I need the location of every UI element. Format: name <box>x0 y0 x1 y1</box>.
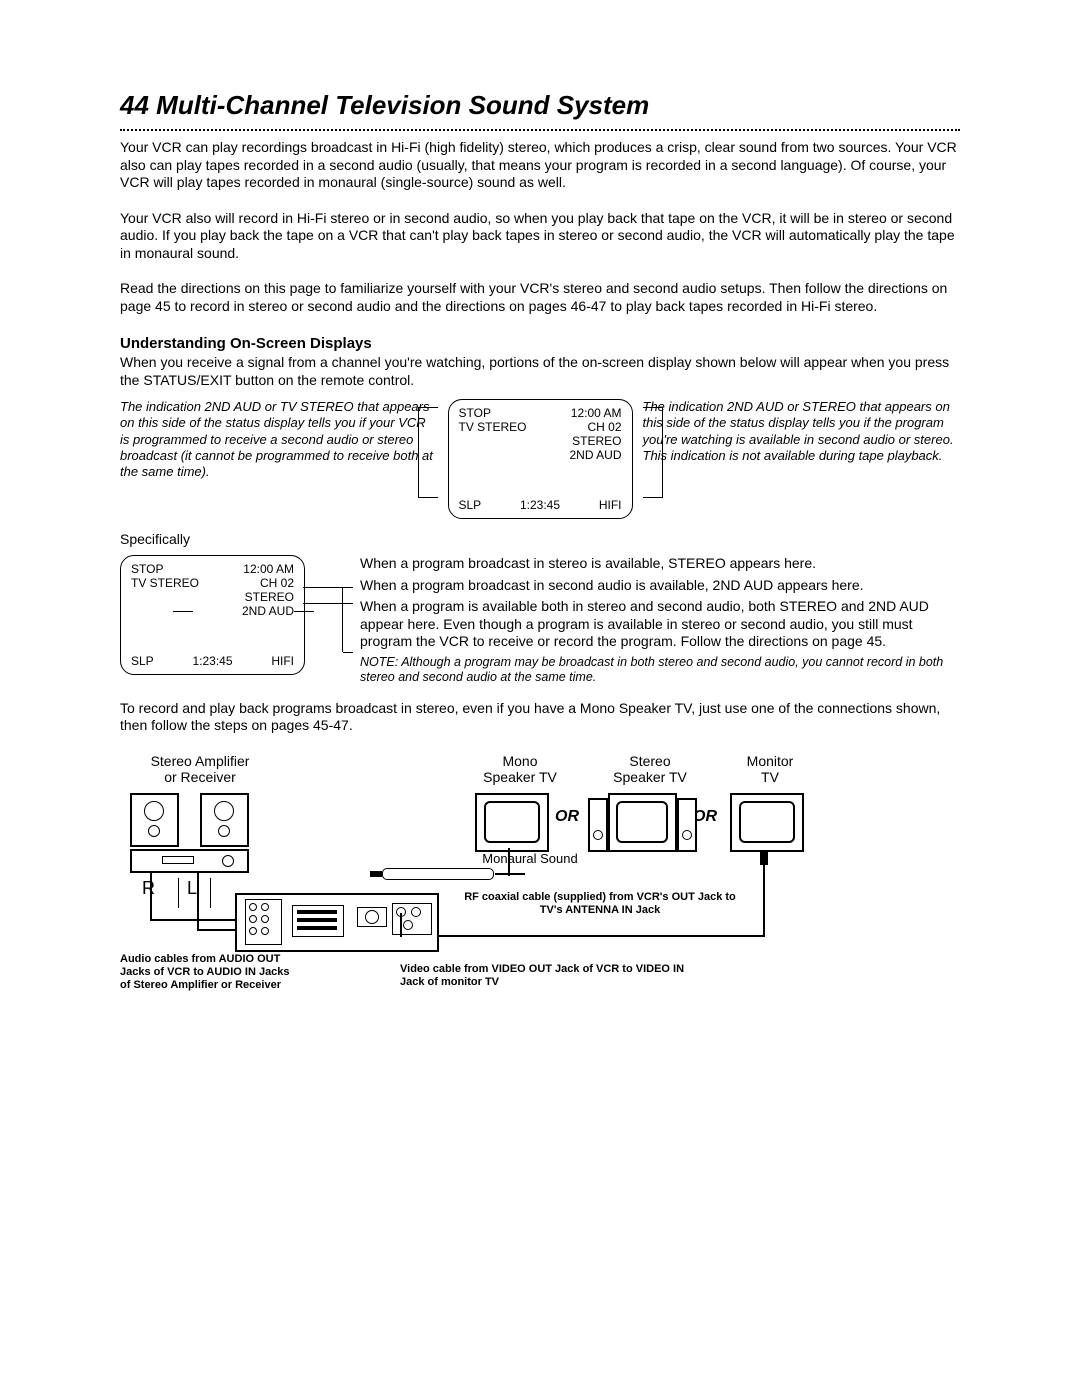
specifically-label: Specifically <box>120 531 960 547</box>
mono-label: Mono Speaker TV <box>460 753 580 785</box>
page-number: 44 <box>120 90 149 120</box>
monitor-label: Monitor TV <box>720 753 820 785</box>
left-note: The indication 2ND AUD or TV STEREO that… <box>120 399 438 519</box>
amp-label: Stereo Amplifier or Receiver <box>120 753 280 785</box>
osd-stop: STOP <box>459 406 491 420</box>
video-cable-note: Video cable from VIDEO OUT Jack of VCR t… <box>400 963 690 989</box>
osd-display-2: STOP12:00 AM TV STEREOCH 02 STEREO 2ND A… <box>120 555 305 675</box>
spec-b2: When a program broadcast in second audio… <box>360 577 960 595</box>
page-title: 44 Multi-Channel Television Sound System <box>120 90 960 131</box>
stereo-label: Stereo Speaker TV <box>590 753 710 785</box>
section-heading: Understanding On-Screen Displays <box>120 335 960 352</box>
closing-paragraph: To record and play back programs broadca… <box>120 700 960 735</box>
osd-counter: 1:23:45 <box>520 498 560 512</box>
right-note: The indication 2ND AUD or STEREO that ap… <box>643 399 961 519</box>
spec-b3: When a program is available both in ster… <box>360 598 960 651</box>
paragraph: Read the directions on this page to fami… <box>120 280 960 315</box>
or-label-1: OR <box>555 808 579 826</box>
osd-hifi: HIFI <box>599 498 622 512</box>
osd-slp: SLP <box>459 498 482 512</box>
osd-tvstereo: TV STEREO <box>459 420 527 434</box>
osd-row: The indication 2ND AUD or TV STEREO that… <box>120 399 960 519</box>
rf-cable-note: RF coaxial cable (supplied) from VCR's O… <box>460 891 740 917</box>
osd-2ndaud: 2ND AUD <box>459 448 622 462</box>
osd-display: STOP 12:00 AM TV STEREO CH 02 STEREO 2ND A… <box>448 399 633 519</box>
spec-b1: When a program broadcast in stereo is av… <box>360 555 960 573</box>
paragraph: Your VCR also will record in Hi-Fi stere… <box>120 210 960 263</box>
spec-right-col: When a program broadcast in stereo is av… <box>315 555 960 686</box>
l-label: L <box>187 878 197 899</box>
spec-row: STOP12:00 AM TV STEREOCH 02 STEREO 2ND A… <box>120 555 960 686</box>
monaural-label: Monaural Sound <box>460 851 600 866</box>
osd-stereo: STEREO <box>459 434 622 448</box>
r-label: R <box>142 878 155 899</box>
paragraph: Your VCR can play recordings broadcast i… <box>120 139 960 192</box>
spec-note: NOTE: Although a program may be broadcas… <box>360 655 960 686</box>
audio-cables-note: Audio cables from AUDIO OUT Jacks of VCR… <box>120 953 290 993</box>
right-note-b: This indication is not available during … <box>643 448 961 464</box>
osd-ch: CH 02 <box>587 420 621 434</box>
osd-time: 12:00 AM <box>571 406 622 420</box>
connection-diagram: Stereo Amplifier or Receiver Mono Speake… <box>120 753 960 1013</box>
page-title-text: Multi-Channel Television Sound System <box>156 90 649 120</box>
right-note-a: The indication 2ND AUD or STEREO that ap… <box>643 399 961 448</box>
section-lead: When you receive a signal from a channel… <box>120 354 960 389</box>
